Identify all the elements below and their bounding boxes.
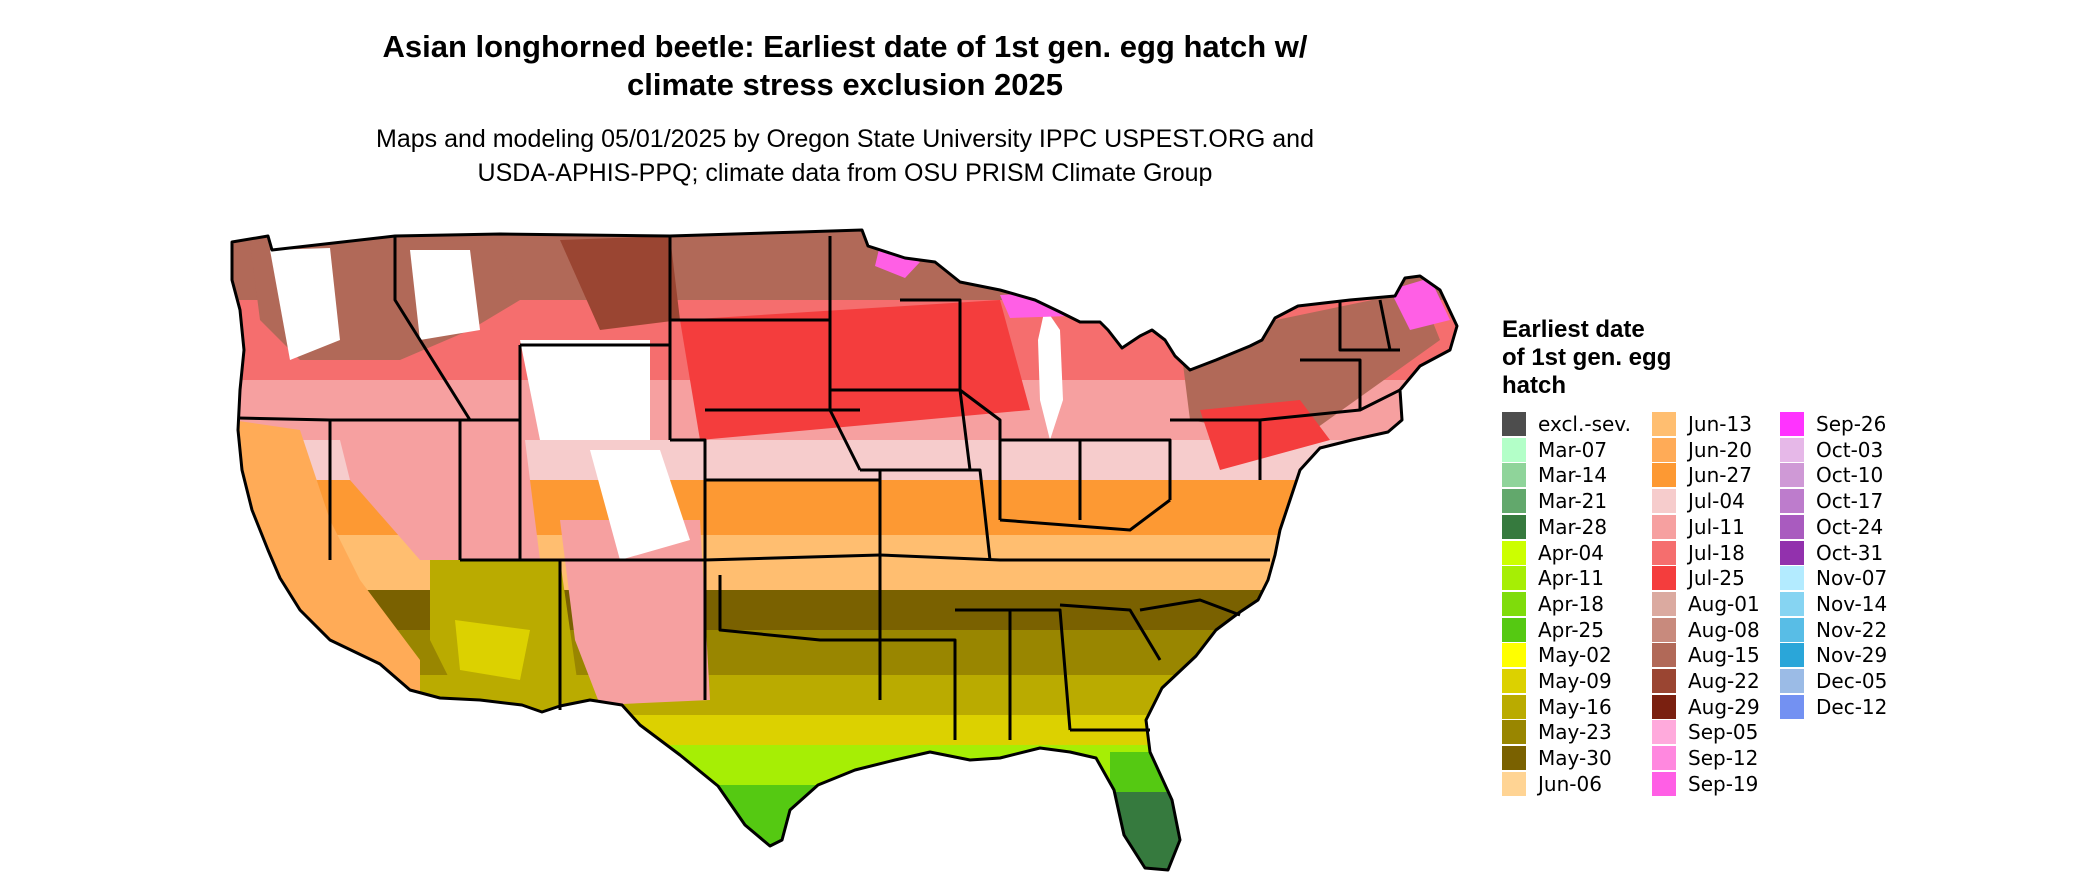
legend-label: Sep-26 bbox=[1816, 412, 1887, 436]
legend-label: Jun-20 bbox=[1688, 438, 1752, 462]
legend-label: Jun-06 bbox=[1538, 772, 1602, 796]
legend-swatch bbox=[1780, 463, 1804, 487]
legend-swatch bbox=[1780, 412, 1804, 436]
legend-label: Jun-27 bbox=[1688, 463, 1752, 487]
legend-label: Oct-10 bbox=[1816, 463, 1884, 487]
legend-swatch bbox=[1502, 592, 1526, 616]
legend-swatch bbox=[1502, 618, 1526, 642]
legend-swatch bbox=[1502, 695, 1526, 719]
legend-swatch bbox=[1502, 541, 1526, 565]
legend-label: May-16 bbox=[1538, 695, 1612, 719]
legend-title: Earliest date of 1st gen. egg hatch bbox=[1502, 316, 1722, 400]
legend-swatch bbox=[1502, 720, 1526, 744]
legend-title-line-3: hatch bbox=[1502, 372, 1567, 399]
legend-label: Dec-12 bbox=[1816, 695, 1888, 719]
legend-swatch bbox=[1502, 438, 1526, 462]
legend-swatch bbox=[1652, 463, 1676, 487]
legend-label: Apr-11 bbox=[1538, 566, 1604, 590]
legend-label: Aug-01 bbox=[1688, 592, 1760, 616]
legend-swatch bbox=[1502, 669, 1526, 693]
legend-swatch bbox=[1502, 772, 1526, 796]
legend-swatch bbox=[1780, 592, 1804, 616]
legend-title-line-2: of 1st gen. egg bbox=[1502, 344, 1672, 371]
legend-swatch bbox=[1780, 643, 1804, 667]
legend-label: Oct-17 bbox=[1816, 489, 1884, 513]
legend-label: Mar-28 bbox=[1538, 515, 1608, 539]
legend-label: Aug-15 bbox=[1688, 643, 1760, 667]
legend-label: Jul-25 bbox=[1688, 566, 1745, 590]
legend-label: Jul-11 bbox=[1688, 515, 1745, 539]
legend-label: Nov-22 bbox=[1816, 618, 1888, 642]
legend-swatch bbox=[1780, 669, 1804, 693]
legend-swatch bbox=[1502, 566, 1526, 590]
map-subtitle-line-1: Maps and modeling 05/01/2025 by Oregon S… bbox=[376, 125, 1314, 153]
legend-swatch bbox=[1502, 643, 1526, 667]
legend-label: Apr-18 bbox=[1538, 592, 1604, 616]
legend-swatch bbox=[1652, 566, 1676, 590]
legend-swatch bbox=[1780, 541, 1804, 565]
legend-swatch bbox=[1652, 489, 1676, 513]
legend-swatch bbox=[1502, 412, 1526, 436]
legend-swatch bbox=[1780, 566, 1804, 590]
legend-label: Oct-24 bbox=[1816, 515, 1884, 539]
legend-label: May-02 bbox=[1538, 643, 1612, 667]
legend-label: Sep-12 bbox=[1688, 746, 1759, 770]
legend-swatch bbox=[1502, 463, 1526, 487]
legend-label: Oct-31 bbox=[1816, 541, 1884, 565]
legend-label: Sep-05 bbox=[1688, 720, 1759, 744]
legend-swatch bbox=[1652, 438, 1676, 462]
legend-label: Apr-25 bbox=[1538, 618, 1604, 642]
legend-swatch bbox=[1652, 643, 1676, 667]
legend-label: Apr-04 bbox=[1538, 541, 1604, 565]
legend-swatch bbox=[1652, 669, 1676, 693]
legend-swatch bbox=[1652, 592, 1676, 616]
legend-swatch bbox=[1780, 618, 1804, 642]
legend-label: Jun-13 bbox=[1688, 412, 1752, 436]
legend-swatch bbox=[1652, 515, 1676, 539]
legend-swatch bbox=[1652, 695, 1676, 719]
legend-swatch bbox=[1652, 772, 1676, 796]
legend-label: Jul-04 bbox=[1688, 489, 1745, 513]
legend-swatch bbox=[1502, 746, 1526, 770]
legend-label: Sep-19 bbox=[1688, 772, 1759, 796]
legend-swatch bbox=[1780, 438, 1804, 462]
legend-swatch bbox=[1652, 746, 1676, 770]
legend-swatch bbox=[1502, 489, 1526, 513]
legend-label: Nov-07 bbox=[1816, 566, 1888, 590]
legend-label: Mar-07 bbox=[1538, 438, 1608, 462]
legend-swatch bbox=[1780, 489, 1804, 513]
legend-swatch bbox=[1652, 412, 1676, 436]
legend-label: Nov-14 bbox=[1816, 592, 1888, 616]
legend-swatch bbox=[1780, 695, 1804, 719]
legend-label: May-23 bbox=[1538, 720, 1612, 744]
map-title-line-1: Asian longhorned beetle: Earliest date o… bbox=[382, 29, 1308, 64]
legend-label: May-09 bbox=[1538, 669, 1612, 693]
legend-label: May-30 bbox=[1538, 746, 1612, 770]
legend-label: Nov-29 bbox=[1816, 643, 1888, 667]
legend-label: Aug-29 bbox=[1688, 695, 1760, 719]
legend-label: Aug-08 bbox=[1688, 618, 1760, 642]
legend-label: Aug-22 bbox=[1688, 669, 1760, 693]
legend-title-line-1: Earliest date bbox=[1502, 316, 1645, 343]
legend-label: Dec-05 bbox=[1816, 669, 1888, 693]
legend-label: Oct-03 bbox=[1816, 438, 1884, 462]
legend-swatch bbox=[1652, 720, 1676, 744]
us-degree-day-map bbox=[230, 228, 1459, 872]
legend-swatch bbox=[1652, 541, 1676, 565]
map-title-line-2: climate stress exclusion 2025 bbox=[627, 67, 1063, 102]
legend-label: Mar-14 bbox=[1538, 463, 1608, 487]
legend-label: Mar-21 bbox=[1538, 489, 1608, 513]
legend-swatch bbox=[1652, 618, 1676, 642]
legend-label: excl.-sev. bbox=[1538, 412, 1631, 436]
map-subtitle-line-2: USDA-APHIS-PPQ; climate data from OSU PR… bbox=[477, 159, 1213, 187]
legend-swatch bbox=[1502, 515, 1526, 539]
legend-swatch bbox=[1780, 515, 1804, 539]
legend-label: Jul-18 bbox=[1688, 541, 1745, 565]
